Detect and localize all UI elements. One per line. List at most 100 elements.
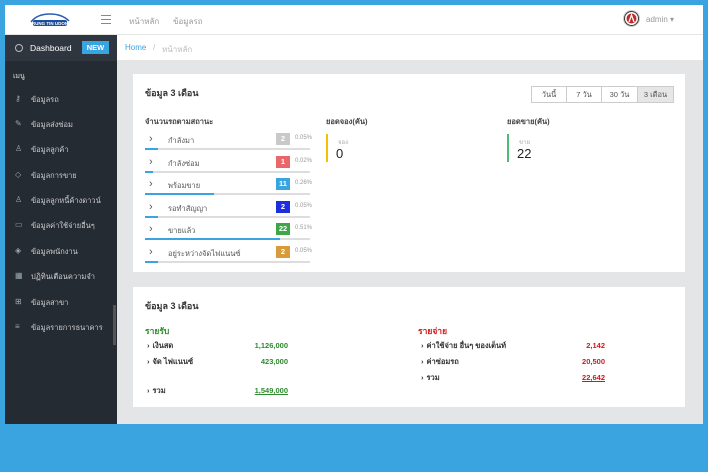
sales-sub-label: ขาย — [519, 140, 530, 146]
sidebar: Dashboard NEW เมนู ⚷ ข้อมูลรถ ✎ ข้อมูลส่… — [5, 35, 117, 424]
booking-accent-bar — [326, 134, 328, 162]
chevron-right-icon: › — [147, 386, 150, 395]
summary-card: ข้อมูล 3 เดือน วันนี้ 7 วัน 30 วัน 3 เดื… — [133, 74, 685, 272]
sidebar-item-sales[interactable]: ◇ ข้อมูลการขาย — [5, 164, 117, 186]
topnav-home-link[interactable]: หน้าหลัก — [129, 17, 160, 26]
income-row[interactable]: › เงินสด — [147, 340, 173, 352]
grid-icon: ⊞ — [15, 297, 22, 306]
status-percent: 0.02% — [295, 157, 313, 164]
status-percent: 0.05% — [295, 202, 313, 209]
status-count-badge: 1 — [276, 155, 290, 168]
expense-row[interactable]: › ค่าซ่อมรถ — [421, 356, 459, 368]
period-tabs: วันนี้ 7 วัน 30 วัน 3 เดือน — [531, 86, 674, 103]
booking-stat: จอง 0 — [326, 134, 406, 164]
status-percent: 0.05% — [295, 135, 313, 141]
status-percent: 0.51% — [295, 225, 313, 232]
income-label: รวม — [152, 386, 166, 395]
booking-heading: ยอดจอง(คัน) — [326, 117, 368, 126]
breadcrumb-separator: / — [153, 43, 156, 52]
brand-logo[interactable]: RUNG TIN UDON — [27, 11, 73, 29]
topnav-cars-link[interactable]: ข้อมูลรถ — [173, 17, 203, 26]
app-window: RUNG TIN UDON หน้าหลัก ข้อมูลรถ admin ▾ … — [5, 5, 703, 424]
sidebar-item-label: ปฏิทินเตือนความจำ — [31, 272, 95, 281]
caret-down-icon: ▾ — [670, 15, 675, 24]
status-progress-fill — [145, 170, 153, 173]
chevron-right-icon: › — [147, 341, 150, 350]
dashboard-label: Dashboard — [30, 43, 72, 53]
status-progress-track — [145, 261, 310, 263]
breadcrumb-home-link[interactable]: Home — [125, 43, 147, 52]
sidebar-item-banks[interactable]: ≡ ข้อมูลรายการธนาคาร — [5, 316, 117, 338]
status-progress-fill — [145, 261, 159, 263]
sidebar-item-label: ข้อมูลรายการธนาคาร — [31, 323, 103, 332]
avatar-icon — [624, 11, 639, 26]
status-row[interactable]: › รอทำสัญญา 2 0.05% — [145, 198, 313, 220]
status-name: กำลังมา — [168, 136, 195, 145]
diamond-icon: ◇ — [15, 170, 22, 179]
income-row[interactable]: › จัด ไฟแนนซ์ — [147, 356, 202, 368]
expense-value: 2,142 — [586, 341, 605, 350]
tab-3-months[interactable]: 3 เดือน — [638, 87, 673, 102]
status-name: อยู่ระหว่างจัดไฟแนนซ์ — [168, 249, 241, 258]
chevron-right-icon: › — [149, 246, 153, 258]
card-title: ข้อมูล 3 เดือน — [145, 88, 199, 98]
sidebar-item-customers[interactable]: ♙ ข้อมูลลูกค้า — [5, 138, 117, 160]
expense-label: ค่าซ่อมรถ — [426, 357, 459, 366]
user-debt-icon: ♙ — [15, 195, 23, 204]
sidebar-item-calendar[interactable]: ▦ ปฏิทินเตือนความจำ — [5, 265, 117, 287]
status-row[interactable]: › กำลังมา 2 0.05% — [145, 130, 313, 152]
chevron-right-icon: › — [421, 357, 424, 366]
status-row[interactable]: › ขายแล้ว 22 0.51% — [145, 220, 313, 242]
status-progress-track — [145, 170, 310, 173]
sidebar-item-label: ข้อมูลรถ — [31, 95, 59, 104]
finance-card: ข้อมูล 3 เดือน รายรับ › เงินสด 1,126,000 … — [133, 287, 685, 407]
user-avatar[interactable] — [623, 10, 640, 27]
sidebar-scrollbar[interactable] — [113, 305, 116, 345]
user-menu[interactable]: admin ▾ — [646, 15, 674, 24]
expense-label: รวม — [426, 373, 440, 382]
status-row[interactable]: › พร้อมขาย 11 0.26% — [145, 175, 312, 197]
status-progress-fill — [145, 148, 159, 150]
top-bar: RUNG TIN UDON หน้าหลัก ข้อมูลรถ admin ▾ — [5, 5, 703, 35]
status-name: พร้อมขาย — [168, 181, 201, 191]
income-value: 423,000 — [260, 357, 288, 366]
sidebar-item-label: ข้อมูลลูกค้า — [31, 145, 69, 154]
status-name: ขายแล้ว — [168, 226, 196, 236]
chevron-right-icon: › — [149, 223, 153, 236]
sales-accent-bar — [507, 134, 509, 162]
status-heading: จำนวนรถตามสถานะ — [145, 117, 214, 126]
key-icon: ⚷ — [15, 94, 21, 103]
sidebar-item-debtors[interactable]: ♙ ข้อมูลลูกหนี้ค้างดาวน์ — [5, 189, 117, 211]
sidebar-item-cars[interactable]: ⚷ ข้อมูลรถ — [5, 88, 117, 110]
status-count-badge: 2 — [276, 246, 290, 258]
expense-heading: รายจ่าย — [418, 326, 448, 336]
tab-7-days[interactable]: 7 วัน — [567, 87, 602, 102]
sidebar-item-employees[interactable]: ◈ ข้อมูลพนักงาน — [5, 240, 117, 262]
user-icon: ♙ — [15, 144, 23, 153]
expense-row[interactable]: › ค่าใช้จ่าย อื่นๆ ของเต็นท์ — [421, 340, 506, 352]
status-progress-fill — [145, 215, 159, 218]
wrench-icon: ✎ — [15, 119, 22, 128]
status-row[interactable]: › กำลังซ่อม 1 0.02% — [145, 153, 313, 175]
sales-heading: ยอดขาย(คัน) — [507, 117, 550, 126]
tab-30-days[interactable]: 30 วัน — [602, 87, 638, 102]
status-progress-track — [145, 193, 310, 196]
expense-value: 20,500 — [582, 357, 605, 366]
sidebar-item-label: ข้อมูลการขาย — [31, 171, 77, 180]
sidebar-item-repair[interactable]: ✎ ข้อมูลส่งซ่อม — [5, 113, 117, 135]
svg-text:RUNG TIN UDON: RUNG TIN UDON — [32, 21, 68, 26]
income-total-row[interactable]: › รวม — [147, 385, 166, 397]
status-progress-track — [145, 148, 310, 150]
expense-total-row[interactable]: › รวม — [421, 372, 440, 384]
chevron-right-icon: › — [421, 373, 424, 382]
sidebar-item-expenses[interactable]: ▭ ข้อมูลค่าใช้จ่ายอื่นๆ — [5, 214, 117, 236]
expense-label: ค่าใช้จ่าย อื่นๆ ของเต็นท์ — [426, 341, 507, 350]
sidebar-item-dashboard[interactable]: Dashboard NEW — [5, 35, 117, 61]
tab-today[interactable]: วันนี้ — [532, 87, 567, 102]
menu-toggle-icon[interactable] — [101, 15, 111, 24]
status-row[interactable]: › อยู่ระหว่างจัดไฟแนนซ์ 2 0.05% — [145, 243, 312, 265]
status-progress-fill — [145, 238, 280, 241]
folder-icon: ▭ — [15, 220, 23, 229]
sidebar-item-branches[interactable]: ⊞ ข้อมูลสาขา — [5, 291, 117, 313]
status-progress-track — [145, 215, 310, 218]
